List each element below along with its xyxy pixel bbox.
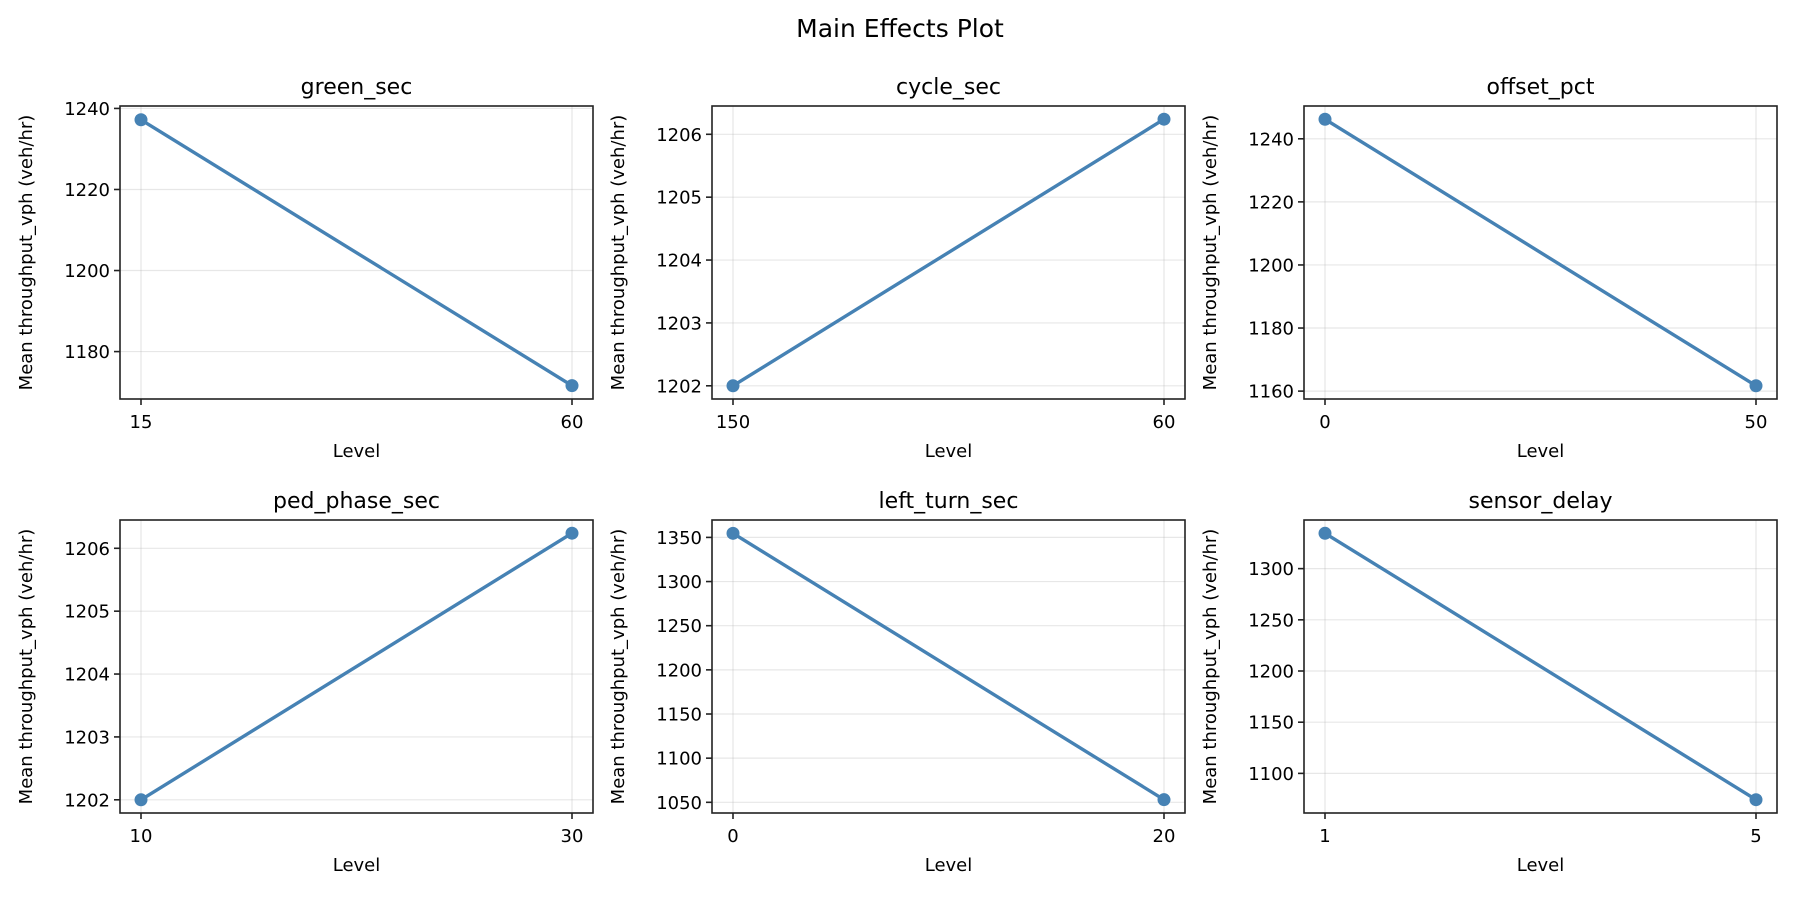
x-tick-label: 60	[561, 412, 584, 433]
data-point-marker	[134, 113, 148, 127]
y-tick-label: 1180	[64, 342, 110, 363]
y-tick-label: 1150	[1248, 713, 1294, 734]
axes-frame	[119, 519, 594, 814]
x-tick-label: 5	[1750, 826, 1761, 847]
axes-frame	[1303, 105, 1778, 400]
data-point-marker	[1318, 526, 1332, 540]
x-axis-label: Level	[925, 441, 973, 462]
y-tick-label: 1250	[1248, 610, 1294, 631]
y-axis-label: Mean throughput_vph (veh/hr)	[16, 529, 37, 805]
y-tick-label: 1100	[656, 749, 702, 770]
y-tick-label: 1220	[1248, 192, 1294, 213]
data-point-marker	[1749, 793, 1763, 807]
y-tick-label: 1200	[656, 660, 702, 681]
data-point-marker	[1318, 112, 1332, 126]
x-axis-label: Level	[333, 441, 381, 462]
y-tick-label: 1204	[656, 251, 702, 272]
y-tick-label: 1200	[64, 261, 110, 282]
y-tick-label: 1206	[656, 125, 702, 146]
axes-frame	[711, 519, 1186, 814]
subplot-green-sec: 1180 1200 1220 1240 15 60 green_sec Level Mean t…	[16, 75, 594, 462]
y-axis-label: Mean throughput_vph (veh/hr)	[608, 529, 629, 805]
y-tick-label: 1250	[656, 616, 702, 637]
y-tick-label: 1204	[64, 665, 110, 686]
data-point-marker	[565, 526, 579, 540]
data-point-marker	[1157, 112, 1171, 126]
subplot-title: offset_pct	[1487, 75, 1595, 100]
subplot-title: ped_phase_sec	[273, 489, 440, 514]
data-point-marker	[726, 379, 740, 393]
y-tick-label: 1200	[1248, 662, 1294, 683]
series-line	[1323, 117, 1758, 388]
data-point-marker	[565, 379, 579, 393]
data-point-marker	[134, 793, 148, 807]
subplot-ped-phase-sec: 1202 1203 1204 1205 1206 10 30 ped_phase_sec Lev…	[16, 489, 594, 876]
data-point-marker	[1157, 793, 1171, 807]
series-line	[139, 531, 574, 802]
y-axis-label: Mean throughput_vph (veh/hr)	[16, 115, 37, 391]
data-point-marker	[1749, 379, 1763, 393]
y-tick-label: 1050	[656, 793, 702, 814]
y-tick-label: 1100	[1248, 764, 1294, 785]
x-tick-label: 15	[130, 412, 153, 433]
y-tick-label: 1300	[1248, 559, 1294, 580]
subplot-title: green_sec	[301, 75, 413, 100]
series-line	[139, 118, 574, 388]
y-tick-label: 1240	[1248, 129, 1294, 150]
x-tick-label: 60	[1153, 412, 1176, 433]
y-tick-label: 1220	[64, 180, 110, 201]
series-line	[731, 117, 1166, 388]
x-axis-label: Level	[1517, 855, 1565, 876]
y-tick-label: 1202	[656, 376, 702, 397]
axes-frame	[711, 105, 1186, 400]
y-tick-label: 1205	[64, 602, 110, 623]
x-axis-label: Level	[925, 855, 973, 876]
subplot-left-turn-sec: 1050 1100 1150 1200 1250 1300 1350 0 20 left_turn…	[608, 489, 1186, 876]
y-tick-label: 1300	[656, 572, 702, 593]
subplot-offset-pct: 1160 1180 1200 1220 1240 0 50 offset_pct Level Me…	[1200, 75, 1778, 462]
y-axis-label: Mean throughput_vph (veh/hr)	[1200, 529, 1221, 805]
y-tick-label: 1205	[656, 188, 702, 209]
axes-frame	[1303, 519, 1778, 814]
series-line	[731, 531, 1166, 802]
x-tick-label: 0	[727, 826, 738, 847]
x-tick-label: 150	[716, 412, 750, 433]
y-tick-label: 1160	[1248, 382, 1294, 403]
x-tick-label: 1	[1319, 826, 1330, 847]
x-tick-label: 50	[1745, 412, 1768, 433]
subplot-title: sensor_delay	[1468, 489, 1612, 514]
x-axis-label: Level	[1517, 441, 1565, 462]
y-tick-label: 1240	[64, 99, 110, 120]
x-tick-label: 30	[561, 826, 584, 847]
y-tick-label: 1180	[1248, 319, 1294, 340]
y-axis-label: Mean throughput_vph (veh/hr)	[608, 115, 629, 391]
x-tick-label: 10	[130, 826, 153, 847]
subplot-title: left_turn_sec	[879, 489, 1019, 514]
figure-title: Main Effects Plot	[796, 14, 1004, 43]
y-tick-label: 1350	[656, 528, 702, 549]
series-line	[1323, 531, 1758, 802]
y-axis-label: Mean throughput_vph (veh/hr)	[1200, 115, 1221, 391]
subplot-title: cycle_sec	[896, 75, 1001, 100]
y-tick-label: 1150	[656, 705, 702, 726]
subplot-cycle-sec: 1202 1203 1204 1205 1206 150 60 cycle_sec Level M…	[608, 75, 1186, 462]
x-tick-label: 0	[1319, 412, 1330, 433]
data-point-marker	[726, 526, 740, 540]
y-tick-label: 1206	[64, 539, 110, 560]
x-axis-label: Level	[333, 855, 381, 876]
subplot-sensor-delay: 1100 1150 1200 1250 1300 1 5 sensor_delay Level M…	[1200, 489, 1778, 876]
x-tick-label: 20	[1153, 826, 1176, 847]
y-tick-label: 1203	[656, 313, 702, 334]
y-tick-label: 1202	[64, 790, 110, 811]
axes-frame	[119, 105, 594, 400]
y-tick-label: 1203	[64, 727, 110, 748]
y-tick-label: 1200	[1248, 255, 1294, 276]
